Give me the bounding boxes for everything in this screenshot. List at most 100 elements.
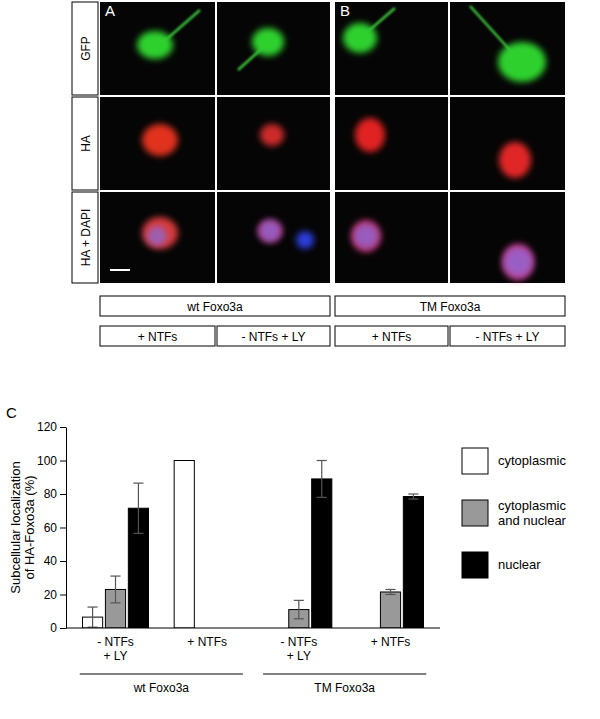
y-axis-title: Subcellular localizationof HA-Foxo3a (%) [8,461,37,593]
row-label: GFP [79,36,93,61]
legend-label-line: cytoplasmic [498,498,566,513]
x-tick-label-line: - NTFs [97,635,134,649]
construct-box [100,296,330,316]
group-label: TM Foxo3a [314,681,375,695]
error-bar [133,483,143,533]
error-bar [408,494,418,499]
y-tick-mark [60,595,66,596]
bar [380,592,400,628]
y-tick-label: 60 [44,521,58,535]
y-tick-label: 80 [44,487,58,501]
condition-label: + NTFs [372,330,412,344]
ha-signal [258,220,282,242]
x-tick-label: - NTFs+ LY [97,635,134,663]
y-tick: 40 [44,554,66,568]
condition-box [450,326,565,346]
y-tick-label: 0 [50,621,57,635]
dapi-nucleus [354,224,378,248]
image-background [100,97,215,190]
row-label-box [72,2,98,95]
y-tick-mark [60,427,66,428]
bar [403,497,423,628]
construct-label: wt Foxo3a [186,300,243,314]
legend-label: nuclear [498,557,541,572]
error-bar-cap [110,602,120,603]
scale-bar [110,269,130,271]
y-tick: 100 [37,454,66,468]
error-bar-cap [110,575,120,576]
legend-label-line: nuclear [498,557,541,572]
image-background [335,192,448,283]
ha-signal [499,142,531,178]
y-axis-title-line: of HA-Foxo3a (%) [22,475,37,579]
ha-signal [502,244,534,280]
ha-signal [142,124,178,156]
x-tick-label-line: + NTFs [371,635,411,649]
x-tick-label-line: + LY [103,649,127,663]
y-tick-mark [60,494,66,495]
ha-signal [351,220,381,252]
error-bar-stem [298,600,299,618]
legend-label: cytoplasmicand nuclear [498,498,567,528]
y-tick-label: 120 [37,420,57,434]
error-bar-stem [321,461,322,498]
x-axis-line [66,628,440,629]
y-tick-mark [60,561,66,562]
micrograph [217,192,330,283]
micrograph [335,97,448,190]
error-bar-cap [317,497,327,498]
dapi-nucleus [504,248,532,276]
error-bar-cap [317,460,327,461]
error-bar-cap [294,618,304,619]
error-bar-cap [385,589,395,590]
x-tick-label-line: + LY [287,649,311,663]
image-background [100,192,215,283]
panel-label: C [6,404,17,421]
ha-signal [260,124,284,146]
condition-label: + NTFs [138,330,178,344]
group-label: wt Foxo3a [133,681,190,695]
x-tick-label-line: + NTFs [187,635,227,649]
group-bracket [263,674,426,675]
legend-swatch [462,500,488,526]
error-bar-cap [133,533,143,534]
bar [174,461,194,629]
error-bar [110,576,120,603]
micrograph [217,2,330,95]
condition-label: - NTFs + LY [475,330,539,344]
error-bar-cap [88,606,98,607]
figure: ABGFPHAHA + DAPIwt Foxo3a+ NTFs- NTFs + … [0,0,600,719]
ha-signal [355,118,385,152]
legend-swatch [462,448,488,474]
micrograph [217,97,330,190]
image-background [217,97,330,190]
image-background [217,2,330,95]
legend: cytoplasmiccytoplasmicand nuclearnuclear [462,448,567,578]
image-background [450,192,565,283]
error-bar-stem [390,589,391,594]
x-tick-label: - NTFs+ LY [281,635,318,663]
micrograph [335,2,448,95]
x-tick-label-line: - NTFs [281,635,318,649]
x-tick-label: + NTFs [187,635,227,649]
construct-box [335,296,565,316]
error-bar-cap [133,483,143,484]
group-bracket [80,674,243,675]
construct-label: TM Foxo3a [420,300,481,314]
error-bar-cap [408,493,418,494]
error-bar-stem [138,483,139,533]
gfp-cell [252,28,284,56]
error-bar-stem [413,494,414,499]
error-bar-cap [408,498,418,499]
image-background [100,2,215,95]
bar [312,479,332,628]
dapi-nucleus [259,220,281,242]
y-tick-mark [60,628,66,629]
image-background [335,2,448,95]
error-bar-cap [385,594,395,595]
y-tick: 120 [37,420,66,434]
y-tick-mark [60,461,66,462]
legend-label: cytoplasmic [498,453,566,468]
micrograph [100,2,215,95]
row-label: HA [79,135,93,152]
